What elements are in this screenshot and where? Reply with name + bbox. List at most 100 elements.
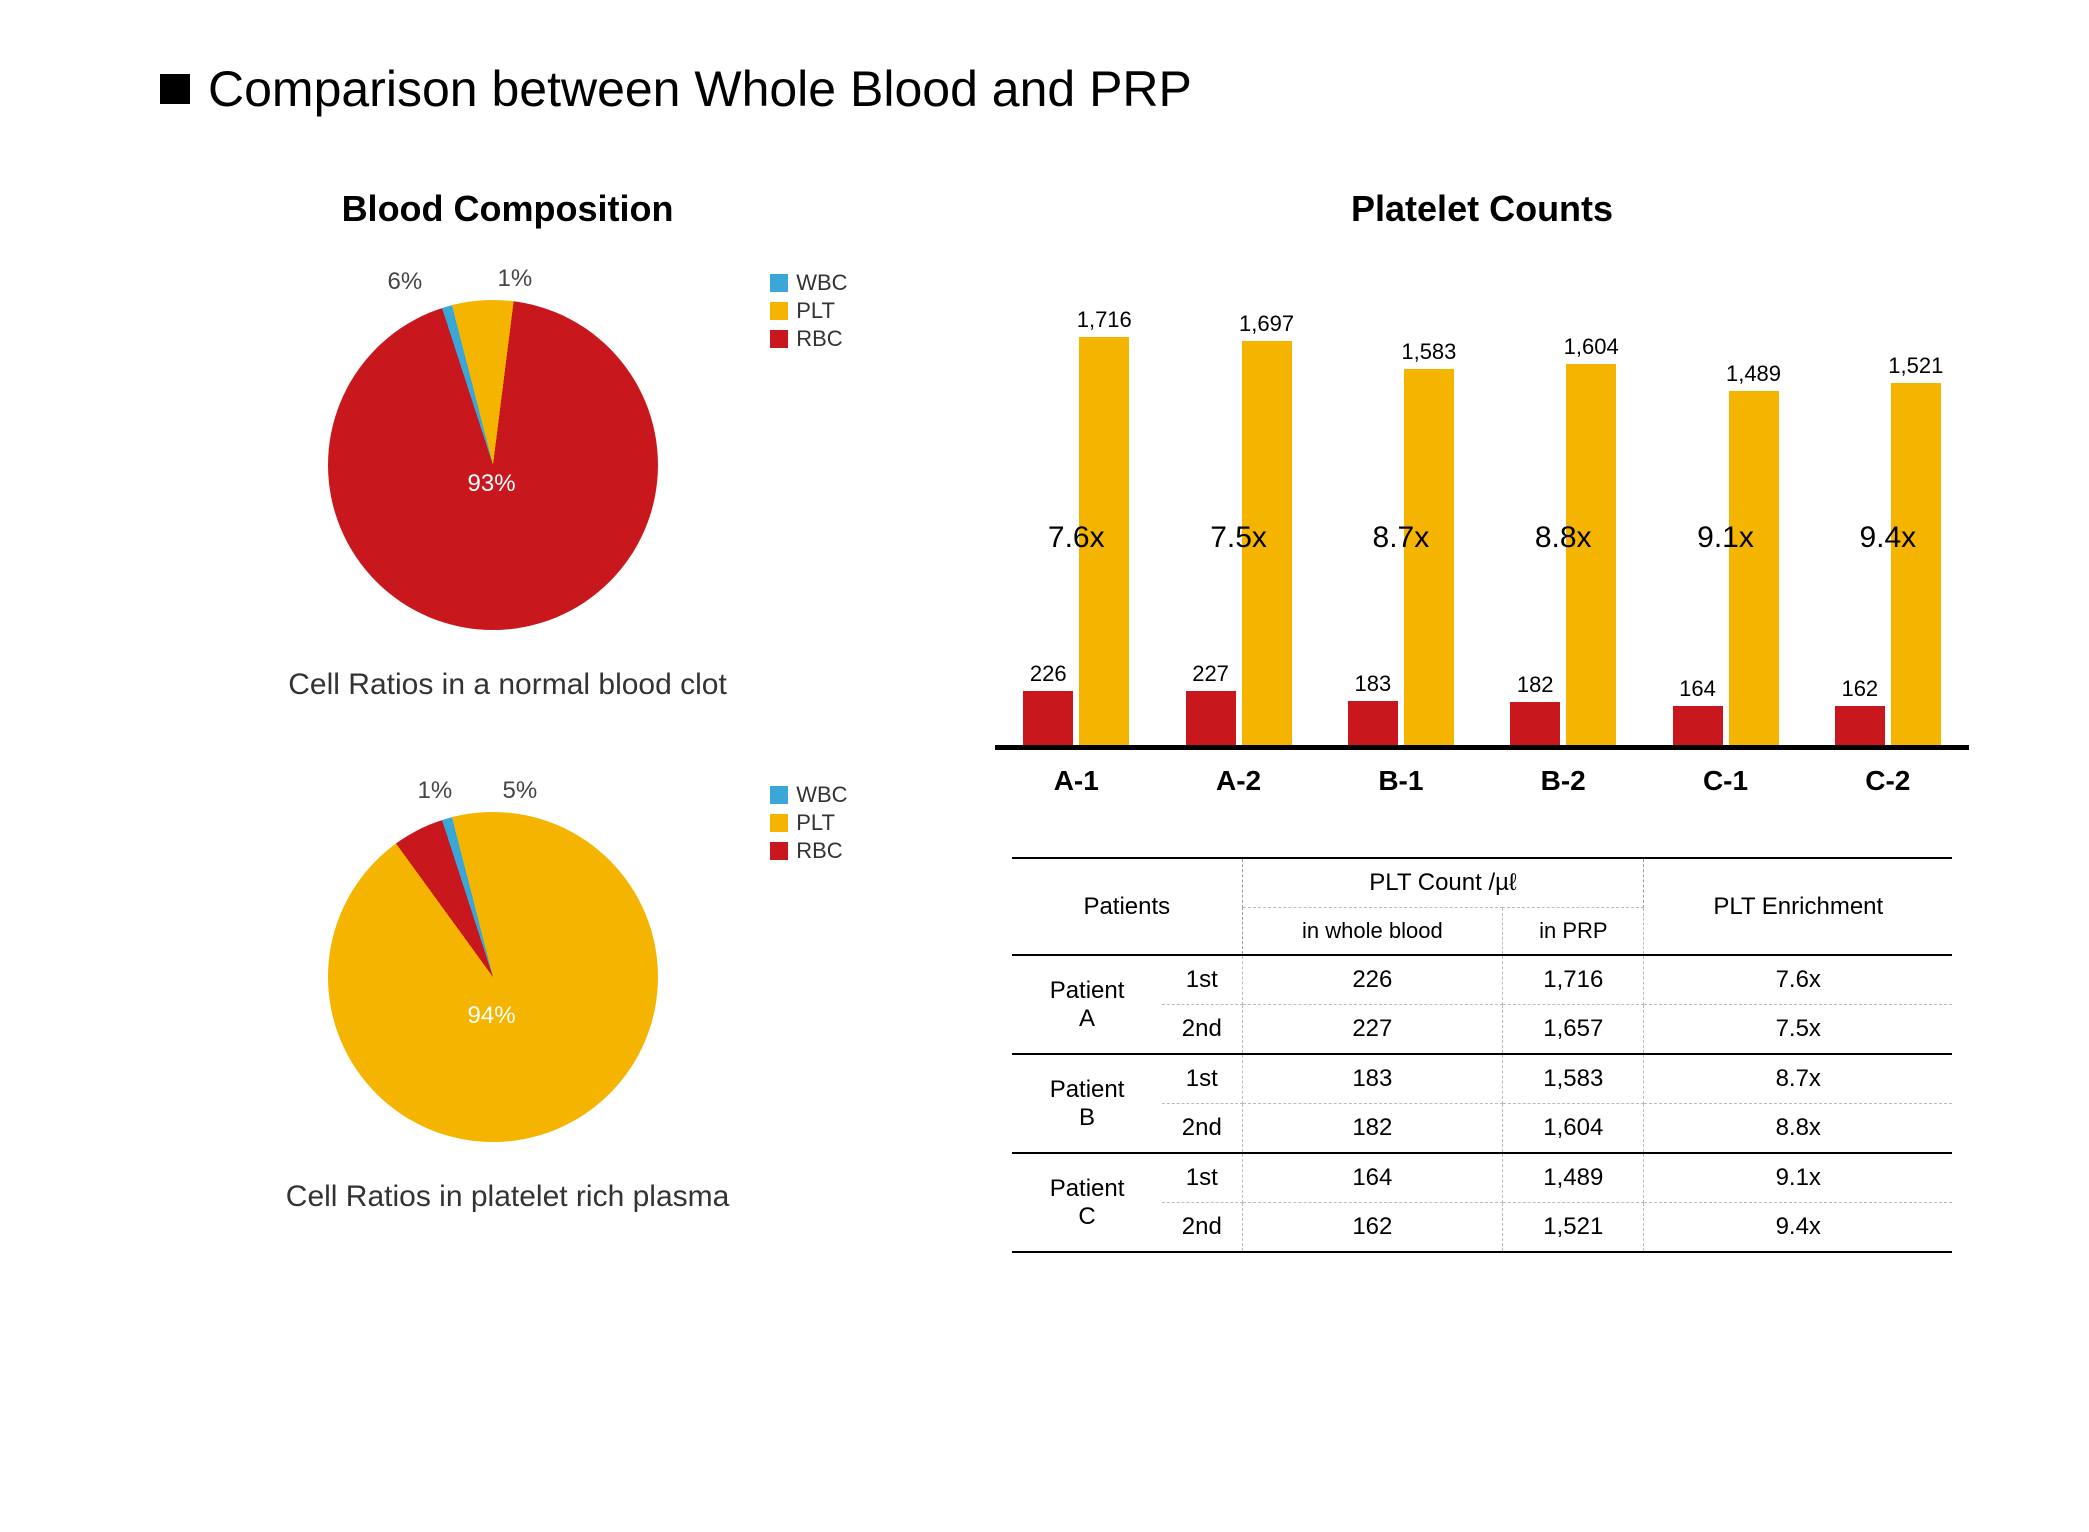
pie2-legend: WBCPLTRBC bbox=[770, 782, 847, 866]
pie1-caption: Cell Ratios in a normal blood clot bbox=[288, 668, 727, 702]
bar-value-label: 227 bbox=[1192, 661, 1229, 687]
legend-label: RBC bbox=[796, 838, 842, 864]
legend-swatch-icon bbox=[770, 814, 788, 832]
pie1-disc: 93% bbox=[328, 300, 658, 630]
legend-item: WBC bbox=[770, 782, 847, 808]
page-title-row: Comparison between Whole Blood and PRP bbox=[160, 60, 1989, 118]
th-whole-blood: in whole blood bbox=[1242, 908, 1503, 956]
enrichment-cell: 8.7x bbox=[1644, 1054, 1952, 1104]
prp-cell: 1,604 bbox=[1503, 1104, 1644, 1154]
whole-blood-cell: 164 bbox=[1242, 1153, 1503, 1203]
table-row: PatientB1st1831,5838.7x bbox=[1012, 1054, 1952, 1104]
x-axis-label: B-1 bbox=[1331, 765, 1471, 797]
bar-value-label: 1,583 bbox=[1401, 339, 1456, 365]
legend-item: WBC bbox=[770, 270, 847, 296]
legend-label: RBC bbox=[796, 326, 842, 352]
bar-value-label: 226 bbox=[1030, 661, 1067, 687]
enrichment-cell: 7.6x bbox=[1644, 955, 1952, 1005]
bar-value-label: 1,697 bbox=[1239, 311, 1294, 337]
whole-blood-cell: 182 bbox=[1242, 1104, 1503, 1154]
table-row: PatientA1st2261,7167.6x bbox=[1012, 955, 1952, 1005]
whole-blood-cell: 226 bbox=[1242, 955, 1503, 1005]
bar-whole-blood: 162 bbox=[1835, 706, 1885, 745]
plt-table: Patients PLT Count /µℓ PLT Enrichment in… bbox=[1012, 857, 1952, 1253]
enrichment-cell: 9.1x bbox=[1644, 1153, 1952, 1203]
ratio-label: 8.8x bbox=[1535, 521, 1592, 555]
x-axis-label: A-2 bbox=[1169, 765, 1309, 797]
pie-chart-normal-blood: 93% 6%1% WBCPLTRBC Cell Ratios in a norm… bbox=[100, 270, 915, 702]
bar-value-label: 164 bbox=[1679, 676, 1716, 702]
pie1-center-label: 93% bbox=[468, 470, 516, 498]
legend-label: PLT bbox=[796, 810, 835, 836]
pie2-center-label: 94% bbox=[468, 1002, 516, 1030]
bar-group: 1821,6048.8x bbox=[1493, 364, 1633, 745]
bar-value-label: 182 bbox=[1517, 672, 1554, 698]
x-axis-label: B-2 bbox=[1493, 765, 1633, 797]
whole-blood-cell: 227 bbox=[1242, 1005, 1503, 1055]
bar-value-label: 162 bbox=[1841, 676, 1878, 702]
th-plt-count: PLT Count /µℓ bbox=[1242, 858, 1644, 908]
ratio-label: 7.6x bbox=[1048, 521, 1105, 555]
ratio-label: 8.7x bbox=[1373, 521, 1430, 555]
pie-slice-label: 6% bbox=[388, 268, 423, 296]
legend-swatch-icon bbox=[770, 274, 788, 292]
prp-cell: 1,716 bbox=[1503, 955, 1644, 1005]
x-axis-label: A-1 bbox=[1006, 765, 1146, 797]
bar-group: 1831,5838.7x bbox=[1331, 369, 1471, 745]
pie2-disc: 94% bbox=[328, 812, 658, 1142]
whole-blood-cell: 162 bbox=[1242, 1203, 1503, 1253]
enrichment-cell: 9.4x bbox=[1644, 1203, 1952, 1253]
legend-item: PLT bbox=[770, 298, 847, 324]
trial-cell: 1st bbox=[1162, 1054, 1242, 1104]
platelet-counts-title: Platelet Counts bbox=[975, 188, 1989, 230]
bar-whole-blood: 164 bbox=[1673, 706, 1723, 745]
pie-slice-label: 5% bbox=[503, 777, 538, 805]
x-axis-label: C-2 bbox=[1818, 765, 1958, 797]
legend-item: PLT bbox=[770, 810, 847, 836]
enrichment-cell: 7.5x bbox=[1644, 1005, 1952, 1055]
prp-cell: 1,657 bbox=[1503, 1005, 1644, 1055]
bar-value-label: 1,489 bbox=[1726, 361, 1781, 387]
th-enrichment: PLT Enrichment bbox=[1644, 858, 1952, 955]
legend-swatch-icon bbox=[770, 330, 788, 348]
patient-name-cell: PatientB bbox=[1012, 1054, 1162, 1153]
bar-chart-x-labels: A-1A-2B-1B-2C-1C-2 bbox=[995, 765, 1969, 797]
main-layout: Blood Composition 93% 6%1% WBCPLTRBC Cel… bbox=[100, 188, 1989, 1294]
ratio-label: 9.1x bbox=[1697, 521, 1754, 555]
trial-cell: 2nd bbox=[1162, 1203, 1242, 1253]
pie-chart-prp: 94% 1%5% WBCPLTRBC Cell Ratios in platel… bbox=[100, 782, 915, 1214]
legend-swatch-icon bbox=[770, 786, 788, 804]
pie-slice-label: 1% bbox=[418, 777, 453, 805]
bar-prp: 1,583 bbox=[1404, 369, 1454, 745]
page-title: Comparison between Whole Blood and PRP bbox=[208, 60, 1192, 118]
legend-swatch-icon bbox=[770, 302, 788, 320]
bar-whole-blood: 183 bbox=[1348, 701, 1398, 745]
bar-value-label: 1,604 bbox=[1564, 334, 1619, 360]
bar-whole-blood: 227 bbox=[1186, 691, 1236, 745]
legend-label: PLT bbox=[796, 298, 835, 324]
th-prp: in PRP bbox=[1503, 908, 1644, 956]
trial-cell: 1st bbox=[1162, 955, 1242, 1005]
legend-swatch-icon bbox=[770, 842, 788, 860]
bar-group: 1621,5219.4x bbox=[1818, 383, 1958, 745]
prp-cell: 1,489 bbox=[1503, 1153, 1644, 1203]
bar-value-label: 1,716 bbox=[1077, 307, 1132, 333]
th-patients: Patients bbox=[1012, 858, 1242, 955]
pie-slice-label: 1% bbox=[498, 265, 533, 293]
legend-label: WBC bbox=[796, 782, 847, 808]
legend-item: RBC bbox=[770, 326, 847, 352]
bar-whole-blood: 226 bbox=[1023, 691, 1073, 745]
bar-whole-blood: 182 bbox=[1510, 702, 1560, 745]
prp-cell: 1,521 bbox=[1503, 1203, 1644, 1253]
ratio-label: 7.5x bbox=[1210, 521, 1267, 555]
left-column: Blood Composition 93% 6%1% WBCPLTRBC Cel… bbox=[100, 188, 915, 1294]
whole-blood-cell: 183 bbox=[1242, 1054, 1503, 1104]
legend-item: RBC bbox=[770, 838, 847, 864]
patient-name-cell: PatientC bbox=[1012, 1153, 1162, 1252]
bar-prp: 1,521 bbox=[1891, 383, 1941, 745]
bar-chart: 2261,7167.6x2271,6977.5x1831,5838.7x1821… bbox=[995, 270, 1969, 750]
right-column: Platelet Counts 2261,7167.6x2271,6977.5x… bbox=[975, 188, 1989, 1294]
title-bullet-icon bbox=[160, 74, 190, 104]
enrichment-cell: 8.8x bbox=[1644, 1104, 1952, 1154]
legend-label: WBC bbox=[796, 270, 847, 296]
